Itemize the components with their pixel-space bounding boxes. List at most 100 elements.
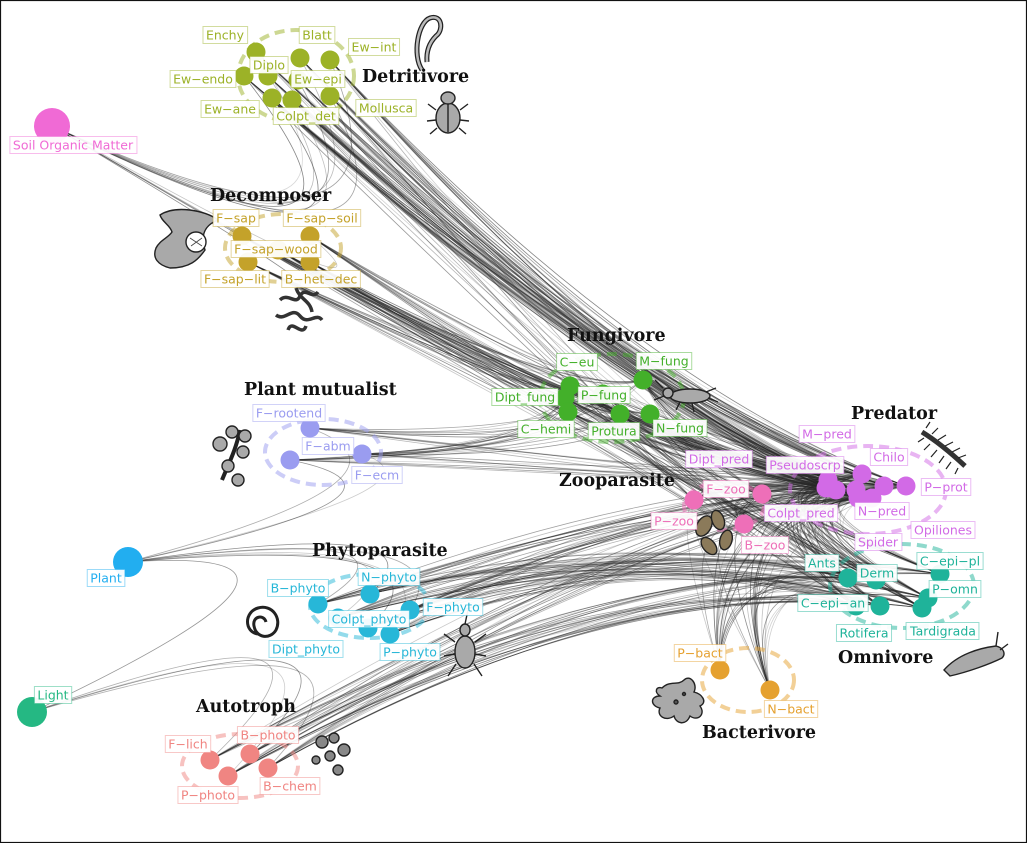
trophic-link-edge	[309, 427, 837, 491]
trophic-link-edge	[642, 379, 885, 487]
node-label-text: P−phyto	[383, 645, 437, 660]
node-mollusca[interactable]	[320, 86, 340, 106]
node-label-box	[249, 56, 289, 74]
trophic-link-edge	[369, 561, 857, 607]
trophic-link-edge	[297, 79, 695, 501]
node-label-text: P−prot	[924, 480, 967, 495]
node-b-zoo[interactable]	[734, 514, 754, 534]
node-p-photo[interactable]	[218, 766, 238, 786]
node-p-bact[interactable]	[710, 660, 730, 680]
node-tardigrada[interactable]	[912, 598, 932, 618]
node-label-text: M−pred	[802, 427, 852, 442]
node-label-colpt-det: Colpt_det	[272, 107, 340, 125]
node-label-c-hemi: C−hemi	[517, 420, 575, 438]
algae-cells-icon	[311, 732, 351, 776]
node-label-ants: Ants	[804, 554, 840, 572]
node-label-m-fung: M−fung	[635, 352, 693, 370]
node-label-ew-endo: Ew−endo	[169, 70, 237, 88]
trophic-link-edge	[247, 261, 644, 384]
node-f-lich[interactable]	[200, 750, 220, 770]
trophic-link-edge	[291, 99, 863, 475]
trophic-link-edge	[127, 453, 385, 563]
node-label-pseudoscrp: Pseudoscrp	[765, 456, 845, 474]
node-label-text: F−sap	[216, 211, 256, 226]
trophic-link-edge	[329, 59, 885, 487]
node-label-enchy: Enchy	[202, 26, 249, 44]
trophic-link-edge	[361, 453, 837, 491]
trophic-link-edge	[309, 235, 621, 415]
node-label-text: Light	[37, 688, 68, 703]
group-title-decomposer: Decomposer	[210, 186, 332, 206]
node-label-diplo: Diplo	[249, 56, 289, 74]
node-n-phyto[interactable]	[360, 584, 380, 604]
node-label-text: Ew−int	[352, 40, 397, 55]
node-label-text: Soil Organic Matter	[13, 138, 134, 153]
node-colpt-det[interactable]	[282, 90, 302, 110]
trophic-link-edge	[243, 75, 885, 487]
trophic-link-edge	[329, 59, 857, 491]
node-rotifera[interactable]	[870, 596, 890, 616]
node-ew-ane[interactable]	[262, 88, 282, 108]
node-n-fung[interactable]	[640, 404, 660, 424]
node-b-chem[interactable]	[258, 758, 278, 778]
trophic-link-edge	[267, 577, 877, 769]
resource-node-soil-organic-matter[interactable]	[34, 108, 70, 144]
node-ants[interactable]	[838, 568, 858, 588]
node-f-zoo[interactable]	[752, 484, 772, 504]
node-n-bact[interactable]	[760, 680, 780, 700]
group-title-autotroph: Autotroph	[195, 697, 296, 717]
node-blatt[interactable]	[290, 48, 310, 68]
node-p-phyto[interactable]	[380, 624, 400, 644]
trophic-link-edge	[701, 523, 745, 671]
node-label-n-bact: N−bact	[763, 700, 819, 718]
trophic-link-edge	[367, 489, 837, 629]
trophic-link-edge	[209, 577, 877, 761]
node-m-fung[interactable]	[633, 370, 653, 390]
node-b-phyto[interactable]	[308, 594, 328, 614]
node-f-abm[interactable]	[280, 450, 300, 470]
node-opiliones[interactable]	[874, 476, 894, 496]
node-label-text: Blatt	[302, 28, 332, 43]
trophic-link-edge	[227, 575, 849, 777]
node-f-rootend[interactable]	[300, 418, 320, 438]
bacteria-icon	[274, 287, 324, 332]
trophic-link-edge	[409, 573, 923, 611]
node-c-hemi[interactable]	[558, 402, 578, 422]
node-label-text: Pseudoscrp	[769, 458, 841, 473]
node-label-box	[268, 640, 344, 658]
node-label-c-epi-an: C−epi−an	[797, 594, 869, 612]
trophic-link-edge	[271, 97, 745, 525]
node-chilo[interactable]	[852, 464, 872, 484]
node-label-box	[804, 554, 840, 572]
node-label-n-pred: N−pred	[854, 502, 910, 520]
node-diplo[interactable]	[234, 66, 254, 86]
trophic-link-edge	[267, 473, 863, 769]
node-label-box	[230, 240, 322, 258]
trophic-link-edge	[297, 79, 907, 487]
node-label-opiliones: Opiliones	[910, 521, 976, 539]
node-p-prot[interactable]	[896, 476, 916, 496]
resource-node-light[interactable]	[17, 697, 47, 727]
node-label-box	[797, 594, 869, 612]
trophic-link-edge	[369, 565, 881, 607]
node-pseudoscrp[interactable]	[826, 480, 846, 500]
group-title-plant-mutualist: Plant mutualist	[244, 380, 397, 400]
node-label-text: N−pred	[858, 504, 906, 519]
trophic-link-edge	[329, 95, 907, 487]
node-protura[interactable]	[610, 404, 630, 424]
node-label-text: F−lich	[168, 737, 207, 752]
node-label-box	[763, 504, 839, 522]
trophic-link-edge	[271, 97, 829, 481]
trophic-link-edge	[309, 393, 604, 433]
node-b-photo[interactable]	[240, 744, 260, 764]
node-label-box	[741, 536, 789, 554]
trophic-link-edge	[717, 523, 771, 691]
node-label-text: Ew−ane	[204, 102, 256, 117]
node-p-zoo[interactable]	[684, 490, 704, 510]
trophic-link-edge	[255, 51, 907, 487]
node-label-text: B−phyto	[271, 581, 326, 596]
node-f-ecm[interactable]	[352, 444, 372, 464]
node-ew-int[interactable]	[320, 50, 340, 70]
